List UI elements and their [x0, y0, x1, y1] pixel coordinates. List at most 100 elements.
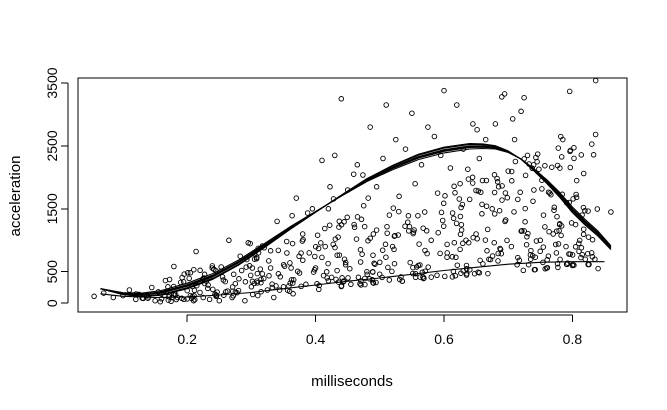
scatter-point — [413, 264, 420, 270]
scatter-point — [434, 272, 440, 279]
scatter-point — [584, 250, 591, 257]
scatter-point — [269, 281, 275, 287]
scatter-point — [454, 262, 461, 268]
scatter-point — [504, 194, 511, 201]
scatter-point — [348, 281, 354, 288]
scatter-point — [392, 232, 398, 239]
scatter-point — [456, 196, 463, 202]
scatter-point — [449, 274, 456, 280]
scatter-point — [373, 227, 380, 233]
scatter-point — [474, 126, 480, 133]
scatter-point — [261, 275, 267, 282]
scatter-point — [371, 260, 377, 267]
upper-fit-curve — [100, 142, 612, 298]
scatter-point — [578, 254, 584, 261]
scatter-point — [299, 231, 306, 237]
scatter-point — [238, 267, 245, 274]
scatter-point — [304, 210, 311, 216]
scatter-point — [489, 206, 495, 212]
scatter-point — [322, 225, 328, 232]
scatter-point — [369, 268, 376, 275]
scatter-point — [377, 259, 383, 266]
scatter-point — [410, 264, 416, 271]
scatter-point — [341, 219, 347, 225]
scatter-point — [494, 175, 500, 182]
scatter-point — [521, 228, 528, 234]
scatter-point — [283, 238, 290, 245]
scatter-point — [312, 243, 319, 250]
y-tick-label: 2500 — [44, 130, 60, 161]
scatter-point — [406, 223, 413, 230]
scatter-point — [293, 195, 300, 201]
scatter-point — [133, 296, 139, 303]
scatter-point — [322, 243, 328, 250]
scatter-point — [354, 162, 361, 168]
scatter-point — [334, 252, 340, 258]
scatter-point — [376, 271, 383, 277]
scatter-point — [451, 183, 457, 190]
scatter-point — [557, 256, 563, 263]
scatter-point — [396, 276, 403, 283]
scatter-point — [319, 254, 325, 261]
scatter-point — [479, 211, 485, 217]
scatter-point — [384, 230, 390, 236]
scatter-point — [533, 238, 540, 244]
scatter-point — [289, 240, 296, 247]
scatter-point — [342, 259, 349, 266]
scatter-point — [592, 131, 599, 138]
scatter-point — [191, 266, 197, 273]
scatter-point — [247, 272, 254, 279]
scatter-point — [358, 278, 364, 284]
scatter-point — [420, 274, 426, 280]
scatter-point — [553, 228, 560, 234]
scatter-point — [276, 287, 283, 293]
scatter-point — [267, 248, 274, 254]
scatter-point — [288, 265, 294, 271]
scatter-point — [314, 232, 321, 238]
scatter-point — [450, 215, 457, 222]
scatter-point — [478, 189, 484, 196]
scatter-point — [576, 240, 582, 247]
scatter-point — [420, 225, 426, 231]
scatter-point — [474, 236, 480, 242]
scatter-point — [365, 238, 371, 244]
scatter-point — [412, 274, 419, 281]
scatter-point — [410, 229, 417, 235]
scatter-point — [502, 217, 509, 223]
scatter-points — [91, 77, 614, 305]
scatter-point — [484, 248, 490, 254]
scatter-point — [434, 190, 441, 196]
scatter-point — [359, 251, 365, 257]
scatter-point — [567, 251, 573, 257]
scatter-point — [567, 164, 574, 171]
scatter-point — [520, 267, 527, 274]
scatter-point — [551, 204, 558, 211]
scatter-point — [242, 279, 249, 285]
scatter-point — [552, 241, 559, 248]
scatter-point — [288, 277, 295, 283]
scatter-point — [197, 267, 203, 274]
scatter-point — [274, 218, 280, 225]
scatter-point — [187, 270, 194, 276]
scatter-point — [482, 237, 489, 243]
scatter-point — [249, 265, 256, 271]
scatter-point — [191, 293, 197, 299]
scatter-point — [494, 179, 501, 185]
scatter-point — [266, 273, 272, 279]
scatter-point — [350, 171, 357, 177]
scatter-point — [275, 271, 282, 277]
x-tick-label: 0.2 — [177, 331, 197, 347]
scatter-point — [514, 262, 520, 268]
scatter-point — [499, 183, 505, 189]
scatter-point — [338, 222, 345, 228]
scatter-point — [299, 238, 306, 244]
scatter-point — [326, 222, 333, 228]
scatter-point — [466, 196, 473, 203]
scatter-point — [589, 254, 596, 260]
scatter-point — [300, 257, 306, 264]
scatter-point — [491, 189, 498, 196]
y-axis-title: acceleration — [7, 156, 24, 237]
scatter-point — [354, 214, 361, 220]
scatter-point — [566, 88, 573, 95]
scatter-point — [578, 245, 585, 251]
